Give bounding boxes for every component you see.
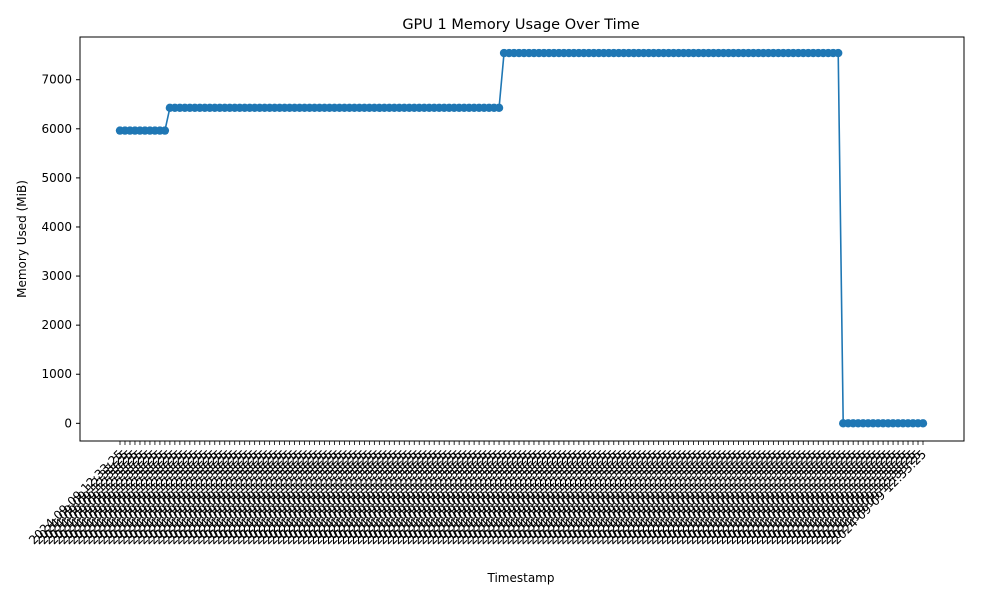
- series-gpu-memory: [115, 48, 928, 428]
- y-axis-ticks: 0 1000 2000 3000 4000 5000 6000 7000: [41, 73, 80, 430]
- data-point: [918, 419, 928, 428]
- y-axis-title: Memory Used (MiB): [15, 180, 29, 298]
- y-tick-label: 5000: [41, 171, 72, 185]
- y-tick-label: 3000: [41, 269, 72, 283]
- y-tick-label: 4000: [41, 220, 72, 234]
- data-point: [834, 48, 843, 58]
- y-tick-label: 7000: [41, 73, 72, 87]
- y-tick-label: 1000: [41, 367, 72, 381]
- plot-area-frame: [79, 36, 965, 442]
- chart-title: GPU 1 Memory Usage Over Time: [402, 17, 639, 33]
- y-tick-label: 6000: [41, 122, 72, 136]
- data-point: [160, 126, 170, 135]
- data-point: [494, 103, 504, 113]
- x-axis-title: Timestamp: [487, 571, 555, 585]
- y-tick-label: 0: [64, 416, 72, 430]
- y-tick-label: 2000: [41, 318, 72, 332]
